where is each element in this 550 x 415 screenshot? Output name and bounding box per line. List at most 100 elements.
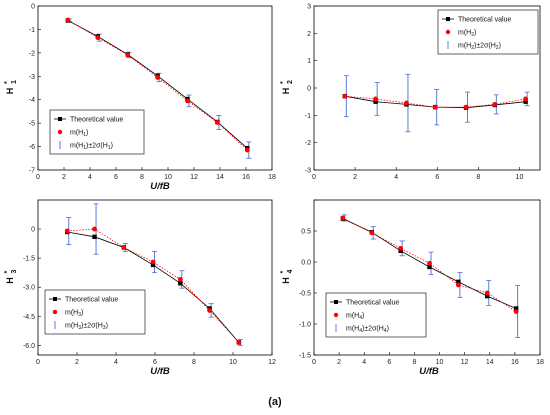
legend-marker [52, 309, 58, 315]
mean-point [236, 340, 242, 345]
legend-marker [57, 129, 63, 135]
y-tick-label: -6.0 [23, 343, 35, 350]
x-tick-label: 6 [387, 359, 391, 366]
x-tick-label: 2 [353, 174, 357, 181]
mean-point [455, 282, 461, 288]
x-axis-label: U/fB [150, 366, 170, 377]
theoretical-point [523, 99, 528, 104]
legend-box [49, 109, 145, 155]
y-tick-label: -7 [29, 168, 35, 175]
mean-point [215, 120, 220, 125]
legend-marker [445, 29, 451, 35]
legend-marker [58, 117, 62, 121]
x-axis-label: U/fB [150, 181, 170, 192]
plot-frame [37, 5, 273, 171]
y-axis-label-star: * [4, 271, 11, 274]
mean-point [64, 228, 70, 234]
x-tick-label: 16 [511, 359, 519, 366]
x-tick-label: 14 [216, 174, 224, 181]
theoretical-point [456, 279, 461, 285]
x-tick-label: 4 [114, 359, 118, 366]
mean-point [369, 230, 375, 236]
x-tick-label: 18 [536, 359, 544, 366]
mean-point [373, 96, 379, 102]
x-tick-label: 6 [435, 174, 439, 181]
y-tick-label: -4 [29, 97, 35, 104]
x-tick-label: 12 [268, 359, 276, 366]
legend-marker [53, 297, 57, 301]
legend: Theoretical value m(H4​) m(H4​)±2σ(H4​) [325, 292, 427, 338]
y-tick-label: -0.5 [299, 291, 311, 298]
y-tick-label: -1.5 [23, 256, 35, 263]
y-tick-label: 0 [31, 4, 35, 11]
mean-point [404, 100, 409, 106]
x-tick-label: 8 [412, 359, 416, 366]
legend-box [437, 9, 539, 55]
x-tick-label: 4 [362, 359, 366, 366]
theoretical-point [398, 248, 403, 254]
y-axis-label-star: * [4, 81, 11, 84]
y-tick-label: 0.5 [301, 229, 311, 236]
x-axis-label: U/fB [419, 366, 439, 377]
x-tick-label: 4 [394, 174, 398, 181]
mean-point [95, 35, 101, 41]
y-tick-label: -3.0 [23, 285, 35, 292]
x-tick-label: 2 [62, 174, 66, 181]
mean-point [513, 309, 519, 314]
x-tick-label: 0 [312, 359, 316, 366]
mean-point [155, 75, 161, 80]
y-tick-label: 2 [307, 31, 311, 38]
legend-entry-3: m(H3​)±2σ(H3​) [65, 323, 108, 332]
x-tick-label: 0 [36, 359, 40, 366]
y-tick-label: -1 [29, 27, 35, 34]
mean-point [398, 245, 404, 251]
y-tick-label: -2 [29, 50, 35, 57]
x-tick-label: 16 [242, 174, 250, 181]
x-tick-label: 18 [268, 174, 276, 181]
y-axis-label: H * 4 [280, 270, 294, 284]
x-tick-label: 0 [36, 174, 40, 181]
y-tick-label: -6 [29, 144, 35, 151]
y-tick-label: -3 [29, 74, 35, 81]
y-tick-label: 1 [307, 58, 311, 65]
y-axis-label-main: H [281, 88, 291, 95]
legend-entry-3: m(H2​)±2σ(H2​) [458, 43, 501, 52]
mean-point [340, 215, 346, 221]
mean-point [185, 98, 190, 104]
y-tick-label: 0 [307, 86, 311, 93]
x-tick-label: 6 [114, 174, 118, 181]
y-axis-label-main: H [281, 277, 291, 284]
legend: Theoretical value m(H1​) m(H1​)±2σ(H1​) [49, 109, 145, 155]
y-tick-label: -5 [29, 121, 35, 128]
x-tick-label: 6 [153, 359, 157, 366]
mean-point [427, 260, 432, 266]
legend-box [325, 292, 427, 338]
x-tick-label: 2 [75, 359, 79, 366]
x-tick-label: 10 [436, 359, 444, 366]
theoretical-point [373, 99, 378, 104]
y-axis-label-main: H [5, 88, 15, 95]
y-axis-label-sub: 2 [287, 80, 294, 84]
legend-marker [446, 17, 450, 21]
mean-point [65, 17, 71, 23]
theoretical-point [485, 293, 490, 299]
legend: Theoretical value m(H3​) m(H3​)±2σ(H3​) [44, 289, 146, 335]
mean-point [150, 259, 156, 265]
mean-point [432, 104, 438, 110]
theoretical-point [513, 306, 519, 311]
legend-entry-2: m(H4​) [346, 313, 364, 322]
x-tick-label: 8 [192, 359, 196, 366]
y-axis-label: H * 1 [4, 80, 18, 94]
figure-caption: (a) [268, 396, 282, 408]
mean-point [244, 147, 250, 153]
y-axis-label-star: * [280, 81, 287, 84]
y-axis-label-star: * [280, 271, 287, 274]
y-tick-label: -1 [305, 113, 311, 120]
mean-point [177, 277, 183, 282]
legend-marker [334, 300, 338, 304]
chart-panel-4: 0 2 4 6 8 10 12 14 16 180.50.0-0.5-1.0-1.5H* 4U/fB… [280, 199, 544, 377]
plot-frame [313, 199, 541, 356]
chart-panel-1: 0 2 4 6 8 10 12 14 16 18 0 -1 -2 -3 -4 -5 -6 -7 H * 1 U/fB The… [4, 4, 276, 193]
mean-point [121, 245, 127, 250]
